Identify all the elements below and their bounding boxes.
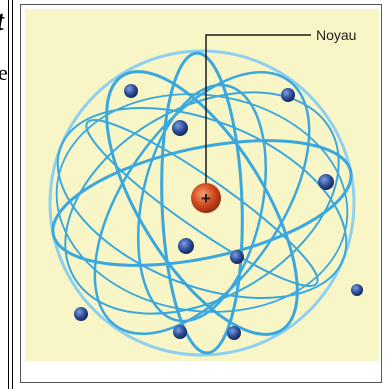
electron: [351, 284, 363, 296]
electron: [74, 307, 88, 321]
electrons: [74, 84, 363, 340]
electron: [173, 325, 187, 339]
edge-text-fragment-bottom: e: [0, 60, 8, 85]
orbit-1: [51, 139, 353, 267]
atom-diagram-svg: Noyau +: [48, 27, 363, 357]
orbit-3: [105, 70, 299, 336]
electron: [318, 174, 334, 190]
orbit-6: [64, 91, 340, 315]
orbit-9: [85, 119, 319, 287]
electron: [178, 238, 194, 254]
electron: [230, 250, 244, 264]
nucleus-pointer-line: [205, 34, 311, 191]
edge-text-fragment-top: t: [0, 6, 4, 38]
edge-divider-line: [12, 0, 13, 389]
edge-divider-line: [8, 0, 9, 389]
nucleus-label: Noyau: [316, 27, 356, 43]
orbit-7: [55, 93, 349, 313]
orbit-4: [93, 70, 311, 336]
outer-sphere: [48, 49, 356, 357]
atom-diagram: Noyau +: [25, 9, 379, 361]
electron: [281, 88, 295, 102]
left-edge-text-column: t e: [0, 0, 20, 389]
nucleus: [191, 183, 221, 213]
orbits: [51, 51, 353, 355]
nucleus-plus-sign: +: [201, 189, 211, 208]
electron: [227, 326, 241, 340]
electron: [172, 120, 188, 136]
electron: [124, 84, 138, 98]
